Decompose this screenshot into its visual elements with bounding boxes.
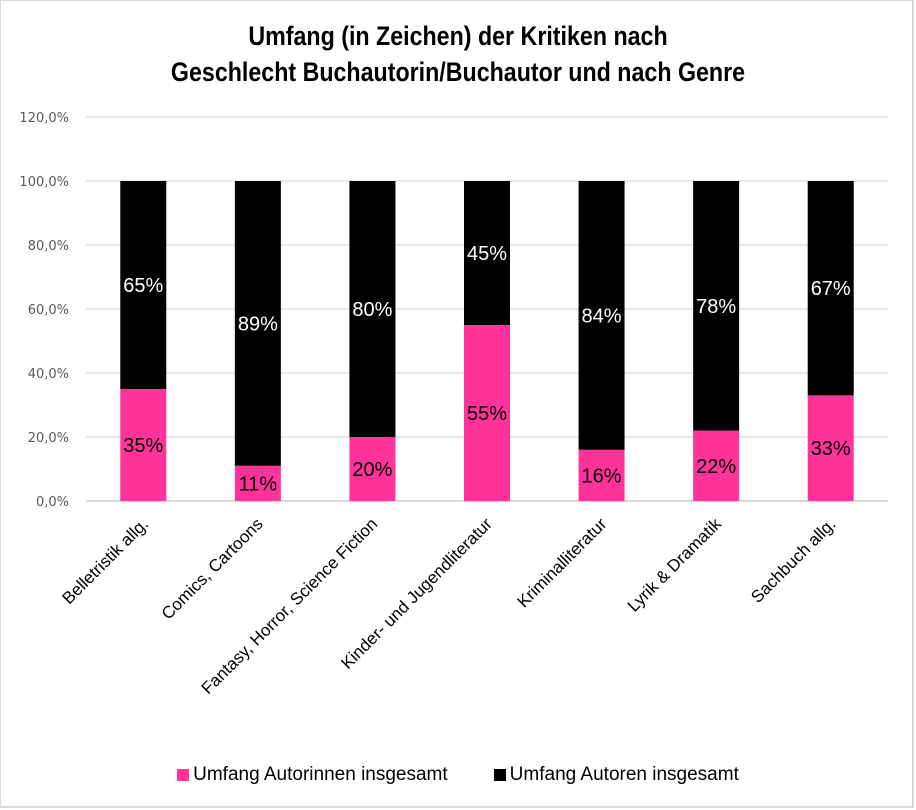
y-tick-label: 60,0%: [28, 303, 69, 318]
legend-item-autoren: Umfang Autoren insgesamt: [493, 764, 739, 786]
bar-segment-autorinnen: [234, 465, 281, 501]
data-label: 20%: [352, 459, 392, 481]
data-label: 11%: [239, 473, 278, 495]
data-label: 89%: [238, 313, 278, 335]
x-category-label: Comics, Cartoons: [158, 514, 267, 623]
legend-item-autorinnen: Umfang Autorinnen insgesamt: [177, 764, 448, 786]
bar-segment-autorinnen: [807, 395, 854, 501]
y-tick-label: 0,0%: [36, 495, 69, 510]
x-category-label: Lyrik & Dramatik: [624, 514, 726, 616]
y-tick-label: 120,0%: [19, 111, 69, 126]
x-category-label: Belletristik allg.: [59, 514, 153, 608]
bar-segment-autoren: [807, 181, 854, 396]
y-tick-label: 40,0%: [28, 367, 69, 382]
bar-segment-autorinnen: [693, 430, 740, 501]
data-label: 55%: [467, 403, 507, 425]
legend-label-autorinnen: Umfang Autorinnen insgesamt: [193, 764, 448, 785]
bars: [120, 181, 854, 501]
bar-segment-autorinnen: [349, 437, 396, 501]
data-label: 67%: [811, 278, 851, 300]
data-labels: 35% 65% 11% 89% 20% 80% 55% 45% 16% 84% 22% 78% 33% 6…: [123, 243, 851, 495]
legend-swatch-black: [493, 769, 506, 781]
data-label: 45%: [467, 243, 507, 265]
chart-title-line-1: Umfang (in Zeichen) der Kritiken nach: [248, 21, 668, 51]
y-axis-ticks: 0,0% 20,0% 40,0% 60,0% 80,0% 100,0% 120,0%: [19, 111, 69, 510]
legend-label-autoren: Umfang Autoren insgesamt: [509, 764, 739, 785]
legend: Umfang Autorinnen insgesamt Umfang Autor…: [0, 764, 916, 786]
y-tick-label: 80,0%: [28, 239, 69, 254]
data-label: 80%: [352, 299, 392, 321]
x-category-label: Kriminalliteratur: [513, 514, 610, 611]
data-label: 16%: [582, 465, 622, 487]
bar-segment-autoren: [120, 181, 167, 389]
bar-segment-autoren: [578, 181, 625, 450]
data-label: 35%: [123, 435, 163, 457]
data-label: 33%: [811, 438, 851, 460]
y-tick-label: 20,0%: [28, 431, 69, 446]
x-category-label: Sachbuch allg.: [747, 514, 839, 606]
bar-segment-autorinnen: [464, 325, 510, 501]
data-label: 84%: [582, 305, 622, 327]
bar-segment-autoren: [349, 181, 396, 437]
bar-segment-autoren: [693, 181, 740, 431]
bar-segment-autoren: [464, 181, 510, 325]
bar-segment-autorinnen: [578, 449, 625, 501]
bar-segment-autoren: [234, 181, 281, 466]
chart-title: Umfang (in Zeichen) der Kritiken nach Ge…: [64, 18, 852, 90]
data-label: 22%: [696, 456, 736, 478]
x-axis-categories: Belletristik allg. Comics, CartoonsFantas…: [59, 514, 840, 698]
data-label: 65%: [123, 275, 163, 297]
bar-segment-autorinnen: [120, 389, 167, 501]
data-label: 78%: [696, 296, 736, 318]
chart-title-line-2: Geschlecht Buchautorin/Buchautor und nac…: [170, 57, 746, 87]
y-tick-label: 100,0%: [19, 175, 69, 190]
legend-swatch-pink: [177, 769, 190, 781]
